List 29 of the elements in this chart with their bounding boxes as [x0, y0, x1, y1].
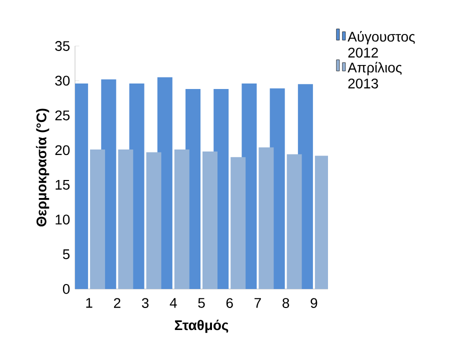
bar [258, 147, 274, 289]
y-tick-label: 10 [56, 214, 70, 225]
x-tick-label: 7 [254, 298, 261, 308]
text: Αύγουστος 2012 [348, 31, 415, 58]
legend-label: Απρίλιος 2013 [348, 62, 402, 88]
x-tick-label: 9 [310, 298, 318, 308]
bar [202, 152, 218, 289]
bar [286, 154, 302, 289]
y-tick-label: 15 [56, 180, 70, 190]
y-tick-label: 35 [55, 41, 70, 51]
bar [230, 157, 246, 289]
x-axis-title: Σταθμός [174, 320, 228, 333]
x-tick-label: 4 [170, 298, 177, 308]
bar [118, 149, 134, 289]
bar [90, 149, 106, 289]
y-tick-label: 5 [62, 249, 70, 260]
bar [146, 152, 162, 289]
y-tick-label: 20 [55, 145, 70, 156]
x-tick-label: 3 [142, 298, 149, 308]
y-tick-label: 30 [55, 76, 70, 86]
x-tick-label: 2 [114, 298, 120, 308]
y-tick-label: 25 [55, 110, 70, 120]
x-tick-label: 5 [198, 298, 205, 308]
y-tick-label: 0 [62, 284, 70, 294]
x-tick-label: 1 [86, 298, 92, 308]
y-axis-title: Θερμοκρασία (°C) [36, 108, 50, 226]
bar [174, 149, 190, 289]
x-tick-label: 6 [226, 298, 233, 308]
x-tick-label: 8 [282, 298, 290, 308]
